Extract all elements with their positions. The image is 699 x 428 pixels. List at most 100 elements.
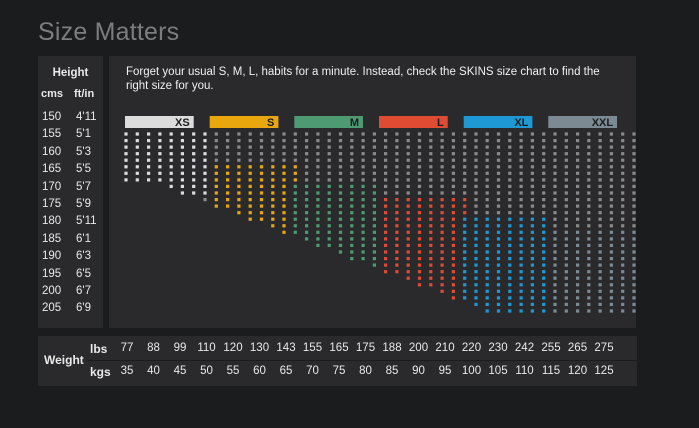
size-dot-xxl bbox=[553, 309, 557, 313]
size-dot-xxl bbox=[576, 283, 580, 287]
size-dot-l bbox=[417, 276, 422, 280]
height-cm: 180 bbox=[42, 215, 62, 228]
size-dot-m bbox=[372, 191, 376, 195]
size-dot-xs bbox=[192, 152, 196, 156]
grid-dot bbox=[496, 191, 501, 195]
weight-kgs-value: 90 bbox=[412, 365, 425, 377]
size-dot-xxl bbox=[564, 250, 568, 254]
size-dot-xxl bbox=[621, 283, 625, 287]
size-dot-s bbox=[226, 178, 230, 182]
grid-dot bbox=[587, 165, 591, 169]
grid-dot bbox=[587, 191, 591, 195]
grid-dot bbox=[530, 152, 534, 156]
size-dot-xl bbox=[519, 243, 523, 247]
size-dot-xxl bbox=[576, 302, 580, 306]
size-dot-s bbox=[282, 204, 286, 208]
grid-dot bbox=[632, 145, 636, 149]
grid-dot bbox=[598, 171, 602, 175]
grid-dot bbox=[553, 165, 557, 169]
size-dot-xxl bbox=[609, 270, 613, 274]
size-dot-m bbox=[327, 191, 331, 195]
weight-lbs-value: 143 bbox=[276, 342, 296, 354]
grid-dot bbox=[451, 171, 455, 175]
weight-lbs-value: 175 bbox=[355, 342, 376, 354]
size-dot-xxl bbox=[609, 296, 613, 300]
size-dot-xxl bbox=[564, 289, 568, 293]
grid-dot bbox=[305, 145, 309, 149]
size-dot-xl bbox=[519, 309, 523, 313]
height-ftin: 5'1 bbox=[76, 128, 91, 141]
grid-dot bbox=[496, 178, 501, 182]
size-dot-m bbox=[338, 230, 343, 234]
size-dot-xxl bbox=[632, 230, 636, 234]
grid-dot bbox=[530, 158, 534, 162]
size-dot-xl bbox=[519, 257, 523, 261]
size-dot-l bbox=[406, 243, 410, 247]
size-dot-l bbox=[384, 270, 388, 274]
size-dot-xs bbox=[192, 132, 196, 136]
weight-kgs-value: 50 bbox=[200, 365, 213, 377]
grid-dot bbox=[327, 152, 331, 156]
size-dot-l bbox=[406, 211, 410, 215]
grid-dot bbox=[259, 145, 264, 149]
weight-kgs-value: 45 bbox=[173, 365, 187, 377]
grid-dot bbox=[429, 132, 433, 136]
size-dot-xl bbox=[542, 270, 546, 274]
size-dot-xs bbox=[135, 139, 139, 143]
weight-kgs-value: 40 bbox=[147, 365, 160, 377]
size-dot-m bbox=[372, 224, 376, 228]
size-dot-xl bbox=[463, 296, 467, 300]
grid-dot bbox=[361, 178, 365, 182]
size-dot-m bbox=[338, 191, 343, 195]
size-dot-m bbox=[327, 224, 331, 228]
size-dot-xl bbox=[542, 243, 546, 247]
grid-dot bbox=[632, 191, 636, 195]
height-row: 170 5'7 bbox=[38, 181, 103, 197]
grid-dot bbox=[485, 178, 489, 182]
grid-dot bbox=[440, 152, 444, 156]
grid-dot bbox=[621, 145, 625, 149]
size-dot-l bbox=[395, 237, 399, 241]
height-title: Height bbox=[52, 67, 89, 79]
grid-dot bbox=[621, 198, 625, 202]
grid-dot bbox=[282, 139, 286, 143]
grid-dot bbox=[587, 184, 591, 188]
grid-dot bbox=[587, 211, 591, 215]
size-dot-s bbox=[237, 211, 241, 215]
size-dot-xl bbox=[474, 263, 478, 267]
size-label-badge bbox=[379, 116, 448, 128]
grid-dot bbox=[542, 152, 546, 156]
size-dot-xl bbox=[530, 283, 534, 287]
grid-dot bbox=[271, 145, 275, 149]
grid-dot bbox=[564, 145, 568, 149]
grid-dot bbox=[587, 204, 591, 208]
size-label-badge bbox=[125, 116, 194, 128]
grid-dot bbox=[248, 145, 252, 149]
weight-lbs-value: 242 bbox=[514, 342, 535, 354]
height-cm: 170 bbox=[42, 180, 62, 193]
grid-dot bbox=[429, 178, 433, 182]
grid-dot bbox=[350, 152, 354, 156]
size-dot-l bbox=[451, 243, 455, 247]
grid-dot bbox=[621, 204, 625, 208]
size-dot-l bbox=[406, 237, 410, 241]
grid-dot bbox=[474, 211, 478, 215]
grid-dot bbox=[632, 139, 636, 143]
grid-dot bbox=[542, 165, 546, 169]
size-dot-m bbox=[372, 217, 376, 221]
size-dot-xs bbox=[147, 171, 151, 175]
grid-dot bbox=[417, 191, 422, 195]
size-dot-m bbox=[327, 198, 331, 202]
grid-dot bbox=[553, 191, 557, 195]
grid-dot bbox=[564, 224, 568, 228]
size-dot-xxl bbox=[564, 302, 568, 306]
grid-dot bbox=[621, 152, 625, 156]
grid-dot bbox=[327, 145, 331, 149]
size-dot-s bbox=[271, 184, 275, 188]
size-dot-m bbox=[361, 224, 365, 228]
grid-dot bbox=[542, 171, 546, 175]
grid-dot bbox=[214, 152, 218, 156]
size-dot-xs bbox=[203, 184, 207, 188]
grid-dot bbox=[271, 132, 275, 136]
size-dot-m bbox=[338, 243, 343, 247]
